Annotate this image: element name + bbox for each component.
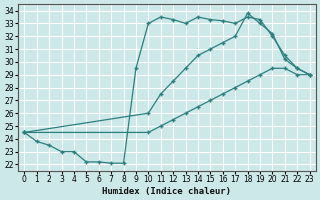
- X-axis label: Humidex (Indice chaleur): Humidex (Indice chaleur): [102, 187, 231, 196]
